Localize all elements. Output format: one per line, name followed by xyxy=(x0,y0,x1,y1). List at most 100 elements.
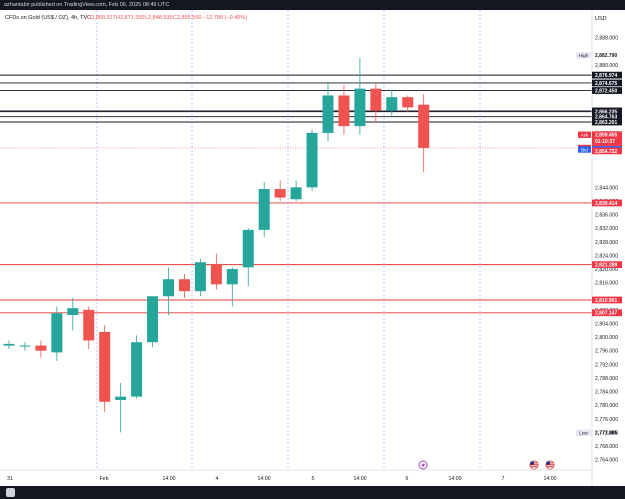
candle-body xyxy=(306,132,318,188)
us-flag-icon[interactable] xyxy=(545,460,555,470)
candle xyxy=(131,335,143,399)
price-label: High 2,882.790 xyxy=(576,52,617,59)
candle xyxy=(258,182,270,237)
price-tick-label: 2,824.000 xyxy=(595,253,618,259)
price-label-value: 2,864.763 xyxy=(595,115,617,121)
price-label-value: 2,882.790 xyxy=(595,53,617,59)
price-label: 2,874.675 xyxy=(592,79,622,87)
time-tick-label: 14:00 xyxy=(163,476,176,482)
price-label-bg xyxy=(592,108,622,116)
candle-body xyxy=(322,95,334,133)
price-label: 2,807.147 xyxy=(592,309,622,317)
ohlc-change: −12.780 (−0.45%) xyxy=(203,15,247,21)
price-label-bg xyxy=(592,296,622,304)
candle xyxy=(274,180,286,201)
session-separators xyxy=(96,10,481,470)
candle xyxy=(3,340,15,349)
candle xyxy=(242,228,254,287)
price-label: Ask 2,859.455 xyxy=(578,131,622,139)
candle xyxy=(147,296,159,348)
price-tick-label: 2,788.000 xyxy=(595,376,618,382)
candle-body xyxy=(242,229,254,268)
candle-body xyxy=(418,104,430,148)
candle-body xyxy=(226,269,238,285)
price-label-value: 2,821.289 xyxy=(595,263,617,269)
ohlc-high: H2,871.350 xyxy=(116,15,144,21)
candle xyxy=(19,342,31,351)
price-label: 2,839.414 xyxy=(592,199,622,207)
candle xyxy=(99,325,111,412)
currency-label: USD xyxy=(595,16,607,22)
price-tick-label: 2,784.000 xyxy=(595,390,618,396)
price-label-value: 2,872.450 xyxy=(595,88,617,94)
price-label-tag-bg xyxy=(576,429,591,436)
price-label: Low 2,771.885 xyxy=(576,429,617,437)
candle xyxy=(67,297,79,331)
candle xyxy=(402,95,414,113)
price-label-bg xyxy=(592,71,622,79)
price-label: 2,876.974 xyxy=(592,71,622,79)
candle xyxy=(35,340,47,358)
price-label-bg xyxy=(592,147,622,155)
candle-body xyxy=(131,342,143,397)
price-label-tag-bg xyxy=(578,146,591,153)
price-label: 2,854.722 xyxy=(592,147,622,155)
price-label-tag-bg xyxy=(578,131,591,138)
price-label-bg xyxy=(592,113,622,121)
candle-body xyxy=(194,262,206,292)
candle xyxy=(290,180,302,201)
price-label-bg xyxy=(592,118,622,126)
symbol-title: CFDs on Gold (US$ / OZ), 4h, TVC xyxy=(5,15,91,21)
price-label-value: 2,854.722 xyxy=(595,149,617,155)
candle-body xyxy=(147,296,159,343)
candle-body xyxy=(290,187,302,200)
price-tick-label: 2,800.000 xyxy=(595,335,618,341)
price-label-tag: High xyxy=(579,53,589,58)
candle-body xyxy=(338,95,350,127)
price-label-value: 2,810.901 xyxy=(595,298,617,304)
tradingview-logo-icon xyxy=(6,488,15,497)
candle xyxy=(178,274,190,298)
candle-body xyxy=(274,189,286,198)
price-label: 2,872.450 xyxy=(592,87,622,94)
price-tick-label: 2,772.000 xyxy=(595,430,618,436)
price-axis[interactable]: 2,888.0002,880.0002,872.0002,864.0002,86… xyxy=(595,36,618,464)
candle xyxy=(354,58,366,135)
time-tick-label: 14:00 xyxy=(449,476,462,482)
candle-body xyxy=(354,88,366,127)
price-label-bg xyxy=(592,87,622,94)
price-label: 2,821.289 xyxy=(592,261,622,269)
time-tick-label: 7 xyxy=(502,476,505,482)
price-label-bg xyxy=(592,309,622,317)
candle xyxy=(386,90,398,116)
ohlc-low: L2,848.535 xyxy=(145,15,173,21)
price-label: 2,866.235 xyxy=(592,108,622,116)
time-tick-label: 14:00 xyxy=(544,476,557,482)
price-tick-label: 2,804.000 xyxy=(595,321,618,327)
time-axis[interactable]: 31 Feb 14:00 4 14:00 5 14:00 6 14:00 7 14:00 xyxy=(7,476,556,482)
price-label-bg xyxy=(592,199,622,207)
price-label: 01:10:37 xyxy=(592,137,622,145)
us-flag-icon[interactable] xyxy=(529,460,539,470)
candle xyxy=(338,85,350,135)
candle xyxy=(194,258,206,297)
price-tick-label: 2,816.000 xyxy=(595,281,618,287)
candle xyxy=(51,306,63,361)
price-label-tag-bg xyxy=(576,52,591,59)
price-label-value: 2,876.974 xyxy=(595,73,617,79)
price-label-value: 01:10:37 xyxy=(595,139,615,145)
lightning-icon[interactable] xyxy=(418,460,428,470)
candle-body xyxy=(51,313,63,353)
price-tick-label: 2,796.000 xyxy=(595,349,618,355)
candle-body xyxy=(210,263,222,285)
price-tick-label: 2,828.000 xyxy=(595,240,618,246)
price-label-bg xyxy=(592,79,622,87)
price-label-value: 2,839.414 xyxy=(595,201,617,207)
candle-body xyxy=(35,345,47,351)
horizontal-levels xyxy=(0,74,592,314)
price-label-bg xyxy=(592,137,622,145)
price-tick-label: 2,776.000 xyxy=(595,417,618,423)
price-tick-label: 2,780.000 xyxy=(595,403,618,409)
candle-body xyxy=(370,88,382,111)
